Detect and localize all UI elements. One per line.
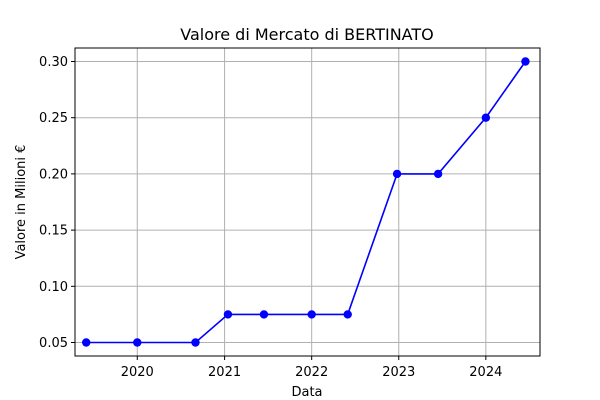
y-tick-label: 0.10 <box>39 280 68 295</box>
data-point <box>133 338 142 347</box>
chart-title: Valore di Mercato di BERTINATO <box>180 25 433 44</box>
y-tick-label: 0.15 <box>39 224 68 239</box>
data-point <box>223 310 233 319</box>
x-tick-label: 2024 <box>469 365 502 380</box>
series-group <box>82 57 530 347</box>
data-point <box>82 338 91 347</box>
grid <box>75 48 540 356</box>
x-tick-label: 2023 <box>382 365 415 380</box>
data-point <box>259 310 269 319</box>
data-point <box>307 310 316 319</box>
y-tick-label: 0.25 <box>39 111 68 126</box>
data-point <box>191 338 200 347</box>
y-tick-label: 0.30 <box>39 55 68 70</box>
data-point <box>392 169 402 179</box>
y-axis-ticks: 0.05 0.10 0.15 0.20 0.25 0.30 <box>39 55 75 351</box>
data-point <box>343 310 352 319</box>
x-tick-label: 2020 <box>121 365 154 380</box>
data-point <box>433 169 443 179</box>
y-tick-label: 0.20 <box>39 167 68 182</box>
data-point <box>481 113 491 122</box>
x-tick-label: 2021 <box>208 365 241 380</box>
data-point <box>521 57 530 66</box>
y-tick-label: 0.05 <box>39 336 68 351</box>
x-axis-ticks: 2020 2021 2022 2023 2024 <box>121 356 502 380</box>
series-line <box>86 61 527 344</box>
y-axis-label: Valore in Milioni € <box>14 145 29 260</box>
x-axis-label: Data <box>291 385 322 400</box>
x-tick-label: 2022 <box>295 365 328 380</box>
plot-frame <box>74 47 541 357</box>
